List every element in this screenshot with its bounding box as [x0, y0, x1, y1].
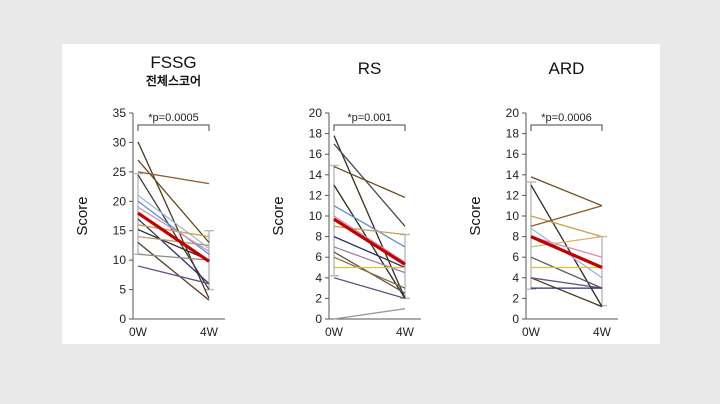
subject-line [333, 135, 406, 299]
x-tick-label: 0W [129, 325, 148, 339]
y-tick-label: 0 [512, 312, 519, 326]
subject-line [137, 224, 210, 238]
y-tick-label: 4 [315, 271, 322, 285]
figure-panel: FSSG 전체스코어 0 5 10 15 20 25 30 35 Score 0W 4W *p=0.000… [62, 44, 660, 344]
y-tick-label: 16 [309, 147, 323, 161]
subject-line [333, 215, 406, 263]
mean-line [333, 217, 406, 266]
subject-line [137, 174, 210, 290]
x-tick-label: 4W [396, 325, 415, 339]
p-value-label: *p=0.001 [347, 112, 391, 124]
y-tick-label: 0 [119, 312, 126, 326]
y-tick-label: 2 [315, 291, 322, 305]
y-tick-label: 6 [512, 250, 519, 264]
panel-title: ARD [549, 59, 585, 78]
y-tick-label: 2 [512, 291, 519, 305]
subject-line [333, 143, 406, 227]
y-tick-label: 14 [309, 168, 323, 182]
subject-line [530, 205, 603, 227]
subject-line [137, 241, 210, 301]
subject-line [530, 215, 603, 238]
subject-line [137, 253, 210, 261]
subject-line [530, 235, 603, 248]
y-tick-label: 20 [113, 194, 127, 208]
y-tick-label: 5 [119, 283, 126, 297]
x-tick-label: 0W [522, 325, 541, 339]
subject-line [333, 308, 406, 320]
y-axis-label: Score [270, 196, 287, 235]
y-tick-label: 10 [309, 209, 323, 223]
mean-line [530, 235, 603, 269]
mean-line [137, 211, 210, 263]
x-tick-label: 4W [200, 325, 219, 339]
p-value-label: *p=0.0005 [148, 112, 198, 124]
subject-line [530, 277, 603, 308]
y-tick-label: 15 [113, 224, 127, 238]
y-tick-label: 18 [506, 127, 520, 141]
subject-line [333, 205, 406, 248]
y-tick-label: 18 [309, 127, 323, 141]
subject-line [530, 277, 603, 289]
y-tick-label: 6 [315, 250, 322, 264]
significance-bracket [530, 124, 603, 131]
significance-bracket [137, 124, 210, 131]
y-tick-label: 10 [506, 209, 520, 223]
x-tick-label: 4W [593, 325, 612, 339]
y-axis-label: Score [74, 196, 91, 235]
subject-line [530, 176, 603, 207]
subject-line [137, 171, 210, 185]
y-tick-label: 10 [113, 253, 127, 267]
y-tick-label: 14 [506, 168, 520, 182]
y-tick-label: 12 [309, 188, 323, 202]
y-tick-label: 30 [113, 135, 127, 149]
y-tick-label: 0 [315, 312, 322, 326]
y-tick-label: 35 [113, 106, 127, 120]
subject-line [137, 218, 210, 285]
p-value-label: *p=0.0006 [541, 112, 591, 124]
y-tick-label: 12 [506, 188, 520, 202]
y-tick-label: 4 [512, 271, 519, 285]
y-tick-label: 20 [309, 106, 323, 120]
subject-line [530, 256, 603, 289]
panel-subtitle: 전체스코어 [146, 73, 201, 88]
subject-line [137, 200, 210, 255]
subject-line [333, 165, 406, 199]
panel-title: RS [358, 59, 382, 78]
subject-line [137, 235, 210, 247]
y-tick-label: 8 [512, 230, 519, 244]
panel-title: FSSG [150, 53, 196, 72]
subject-line [333, 246, 406, 274]
significance-bracket [333, 124, 406, 131]
subject-line [137, 194, 210, 249]
y-tick-label: 20 [506, 106, 520, 120]
x-tick-label: 0W [325, 325, 344, 339]
subject-line [137, 265, 210, 285]
subject-line [333, 256, 406, 289]
y-tick-label: 16 [506, 147, 520, 161]
y-axis-label: Score [467, 196, 484, 235]
subject-line [333, 236, 406, 269]
subject-line [333, 277, 406, 300]
y-tick-label: 25 [113, 165, 127, 179]
y-tick-label: 8 [315, 230, 322, 244]
